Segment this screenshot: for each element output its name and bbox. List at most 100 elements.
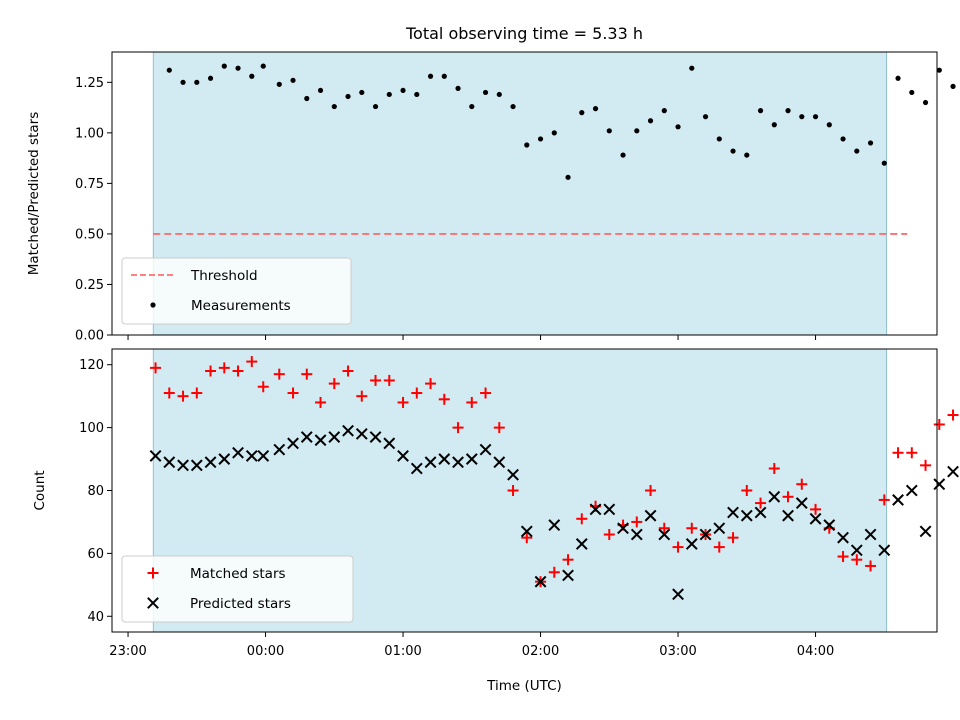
- x-stroke: [273, 443, 286, 456]
- matched-star-point: [466, 396, 478, 408]
- measurement-point: [620, 152, 626, 158]
- y-tick-label: 1.00: [75, 126, 104, 141]
- x-stroke: [355, 427, 368, 440]
- predicted-star-point: [465, 453, 478, 465]
- measurement-point: [895, 75, 901, 81]
- predicted-star-point: [809, 512, 822, 525]
- x-tick-label: 04:00: [797, 644, 834, 659]
- predicted-star-point: [438, 453, 451, 465]
- measurement-point: [441, 73, 447, 79]
- x-stroke: [438, 453, 451, 465]
- matched-star-point: [782, 491, 794, 503]
- predicted-star-point: [864, 528, 877, 541]
- matched-star-point: [768, 462, 780, 474]
- predicted-star-point: [823, 519, 836, 531]
- x-stroke: [397, 450, 409, 462]
- x-stroke: [837, 531, 849, 544]
- predicted-star-point: [658, 528, 671, 541]
- measurement-point: [537, 136, 544, 142]
- matched-star-point: [603, 529, 615, 541]
- x-stroke: [204, 456, 217, 469]
- x-stroke: [630, 528, 643, 541]
- measurement-point: [482, 89, 489, 96]
- x-stroke: [878, 544, 891, 557]
- bottom-x-ticks: 23:00 00:00 01:00 02:00 03:00 04:00: [109, 632, 834, 659]
- matched-legend-swatch: [147, 567, 159, 579]
- measurement-point: [359, 89, 365, 96]
- predicted-star-point: [727, 506, 739, 519]
- predicted-star-point: [603, 503, 616, 516]
- predicted-star-point: [947, 465, 959, 478]
- matched-star-point: [383, 374, 395, 386]
- y-tick-label: 0.50: [75, 227, 104, 242]
- x-stroke: [369, 431, 382, 443]
- matched-star-point: [370, 374, 382, 386]
- x-stroke: [919, 525, 932, 538]
- x-tick-label: 00:00: [247, 644, 284, 659]
- matched-star-point: [741, 485, 753, 496]
- measurement-point: [675, 124, 681, 130]
- x-stroke: [603, 503, 616, 516]
- x-stroke: [617, 522, 629, 535]
- measurement-point: [771, 122, 777, 128]
- x-stroke: [465, 453, 478, 465]
- x-stroke: [740, 509, 753, 522]
- measurement-point: [909, 89, 915, 96]
- measurement-point: [744, 152, 750, 158]
- top-panel: 0.00 0.25 0.50 0.75 1.00 1.25 Total observing…: [26, 24, 956, 344]
- matched-star-point: [480, 387, 492, 399]
- x-stroke: [190, 459, 203, 472]
- x-stroke: [850, 544, 863, 557]
- measurement-point: [455, 85, 461, 91]
- x-stroke: [933, 478, 946, 491]
- y-tick-label: 0.25: [75, 278, 104, 293]
- top-axes-frame: [111, 51, 938, 336]
- predicted-star-point: [520, 525, 533, 538]
- predicted-star-point: [754, 506, 767, 519]
- predicted-star-point: [300, 431, 313, 443]
- y-tick-label: 0.00: [75, 329, 104, 344]
- x-stroke: [232, 446, 244, 459]
- top-legend: Threshold Measurements: [121, 257, 352, 325]
- x-stroke: [768, 490, 781, 503]
- x-stroke: [410, 462, 423, 475]
- matched-star-point: [191, 387, 203, 399]
- x-stroke: [685, 538, 698, 550]
- y-tick-label: 1.25: [75, 76, 104, 91]
- bottom-legend: Matched stars Predicted stars: [121, 555, 354, 623]
- matched-star-point: [150, 362, 162, 374]
- predicted-star-point: [850, 544, 863, 557]
- measurement-point: [785, 108, 791, 114]
- x-stroke: [520, 525, 533, 538]
- x-stroke: [218, 453, 231, 465]
- x-stroke: [548, 519, 561, 531]
- predicted-star-point: [190, 459, 203, 472]
- measurement-point: [579, 110, 585, 116]
- predicted-star-point: [257, 450, 270, 462]
- x-tick-label: 03:00: [659, 644, 696, 659]
- measurement-point: [180, 79, 186, 85]
- x-stroke: [245, 450, 258, 462]
- matched-star-point: [796, 478, 808, 490]
- y-tick-label: 120: [79, 358, 104, 373]
- measurement-point: [826, 122, 832, 128]
- measurement-point: [730, 148, 736, 154]
- matched-star-point: [645, 485, 657, 496]
- x-stroke: [905, 484, 918, 497]
- x-stroke: [795, 497, 808, 509]
- measurement-point: [386, 91, 392, 98]
- x-stroke: [713, 522, 726, 535]
- matched-star-point: [947, 409, 959, 421]
- bottom-y-axis-label: Count: [32, 470, 48, 510]
- bottom-y-ticks: 40 60 80 100 120: [79, 358, 112, 625]
- predicted-star-point: [507, 468, 519, 481]
- measurement-point: [304, 95, 310, 102]
- predicted-star-point: [685, 538, 698, 550]
- measurements-legend-label: Measurements: [191, 298, 291, 314]
- predicted-star-point: [905, 484, 918, 497]
- measurement-point: [757, 108, 764, 114]
- matched-star-point: [257, 381, 269, 393]
- predicted-star-point: [919, 525, 932, 538]
- matched-star-point: [411, 387, 423, 399]
- predicted-star-point: [713, 522, 726, 535]
